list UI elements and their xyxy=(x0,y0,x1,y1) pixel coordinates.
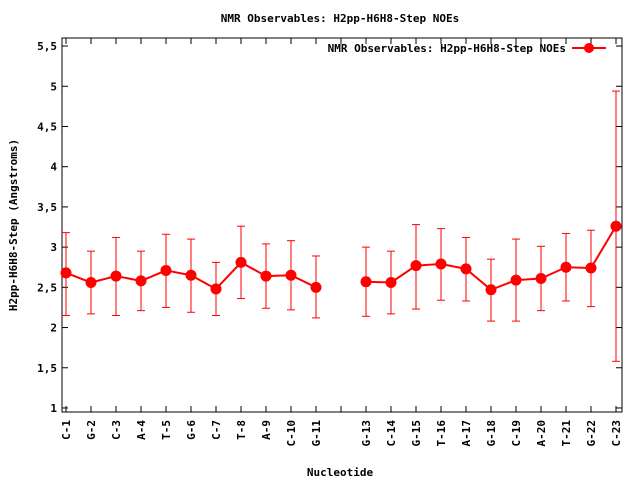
y-tick-label: 4,5 xyxy=(37,120,57,133)
y-tick-label: 3,5 xyxy=(37,201,57,214)
data-point xyxy=(385,277,397,289)
x-tick-label: T-5 xyxy=(160,420,173,440)
data-point xyxy=(610,220,622,232)
x-tick-label: C-3 xyxy=(110,420,123,440)
x-tick-label: C-14 xyxy=(385,420,398,447)
x-tick-label: G-22 xyxy=(585,420,598,447)
data-point xyxy=(135,275,147,287)
data-point xyxy=(585,262,597,274)
x-tick-label: C-19 xyxy=(510,420,523,447)
x-tick-label: G-13 xyxy=(360,420,373,447)
y-tick-label: 1,5 xyxy=(37,362,57,375)
y-tick-label: 2,5 xyxy=(37,281,57,294)
legend: NMR Observables: H2pp-H6H8-Step NOEs xyxy=(328,42,606,55)
y-axis: 1 1,5 2 2,5 3 3,5 4 4,5 5 5,5 xyxy=(37,40,622,415)
y-tick-label: 5 xyxy=(50,80,57,93)
x-tick-label: T-8 xyxy=(235,420,248,440)
data-point xyxy=(535,272,547,284)
data-point xyxy=(185,269,197,281)
x-tick-label: C-10 xyxy=(285,420,298,447)
data-point xyxy=(485,284,497,296)
plot-frame xyxy=(61,37,623,413)
data-point xyxy=(60,267,72,279)
x-tick-label: C-1 xyxy=(60,420,73,440)
x-axis-label: Nucleotide xyxy=(307,466,374,479)
y-axis-label: H2pp-H6H8-Step (Angstroms) xyxy=(7,139,20,311)
data-point xyxy=(160,264,172,276)
data-point xyxy=(110,270,122,282)
legend-label: NMR Observables: H2pp-H6H8-Step NOEs xyxy=(328,42,566,55)
chart-title: NMR Observables: H2pp-H6H8-Step NOEs xyxy=(221,12,459,25)
x-tick-label: G-18 xyxy=(485,420,498,447)
x-tick-label: G-15 xyxy=(410,420,423,447)
legend-marker xyxy=(584,43,594,53)
data-point xyxy=(235,256,247,268)
x-axis: C-1 G-2 C-3 A-4 T-5 G-6 C-7 T-8 A-9 C-10 G-11 G-13 C… xyxy=(60,38,623,447)
x-tick-label: C-23 xyxy=(610,420,623,447)
data-point xyxy=(360,276,372,288)
data-point xyxy=(210,283,222,295)
x-tick-label: C-7 xyxy=(210,420,223,440)
data-point xyxy=(435,258,447,270)
x-tick-label: A-4 xyxy=(135,420,148,440)
x-tick-label: G-6 xyxy=(185,420,198,440)
y-tick-label: 5,5 xyxy=(37,40,57,53)
y-tick-label: 3 xyxy=(50,241,57,254)
data-point xyxy=(85,277,97,289)
x-tick-label: G-11 xyxy=(310,420,323,447)
series-line-segment xyxy=(215,261,242,290)
x-tick-label: A-9 xyxy=(260,420,273,440)
x-tick-label: A-17 xyxy=(460,420,473,447)
data-point xyxy=(510,274,522,286)
y-tick-label: 1 xyxy=(50,402,57,415)
data-point xyxy=(310,281,322,293)
data-point xyxy=(560,261,572,273)
data-point xyxy=(460,263,472,275)
y-tick-label: 4 xyxy=(50,161,57,174)
x-tick-label: G-2 xyxy=(85,420,98,440)
series-line-segment xyxy=(590,225,617,269)
data-point xyxy=(260,270,272,282)
x-tick-label: A-20 xyxy=(535,420,548,447)
data-point xyxy=(410,260,422,272)
x-tick-label: T-16 xyxy=(435,420,448,447)
plot-area xyxy=(60,90,622,362)
data-point xyxy=(285,269,297,281)
x-tick-label: T-21 xyxy=(560,420,573,447)
y-tick-label: 2 xyxy=(50,322,57,335)
